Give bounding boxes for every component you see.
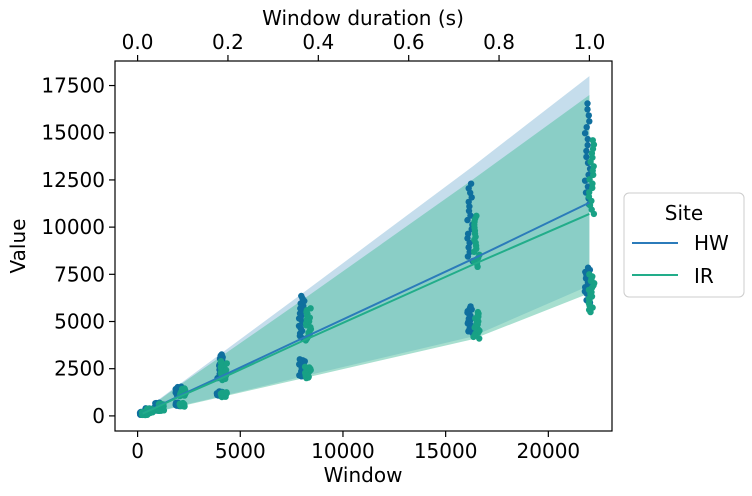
point-ir: [586, 176, 593, 183]
point-hw: [581, 130, 589, 137]
legend-label-hw: HW: [694, 231, 729, 255]
y-tick-label: 0: [92, 404, 105, 428]
x-tick-label: 15000: [414, 439, 478, 463]
x-tick-label: 10000: [311, 439, 375, 463]
top-tick-label: 0.4: [302, 30, 334, 54]
line-ir: [142, 212, 590, 415]
top-tick-label: 0.0: [122, 30, 154, 54]
y-axis-ticks: 0 2500 5000 7500 10000 12500 15000 17500: [41, 74, 115, 428]
top-axis-ticks: 0.0 0.2 0.4 0.6 0.8 1.0: [122, 30, 606, 61]
x-tick-label: 0: [131, 439, 144, 463]
point-hw: [298, 292, 305, 300]
point-hw: [583, 147, 590, 155]
point-ir: [179, 399, 187, 407]
point-hw: [584, 100, 591, 107]
x-axis-title: Window: [324, 463, 403, 487]
point-ir: [473, 212, 480, 219]
point-hw: [583, 153, 590, 161]
point-ir: [181, 385, 188, 392]
point-hw: [464, 230, 472, 237]
y-tick-label: 5000: [54, 310, 105, 334]
y-tick-label: 17500: [41, 74, 105, 98]
point-ir: [307, 305, 314, 312]
y-tick-label: 2500: [54, 357, 105, 381]
point-ir: [223, 389, 230, 396]
top-axis-title: Window duration (s): [262, 6, 464, 30]
point-ir: [474, 308, 482, 316]
point-hw: [584, 141, 591, 149]
x-axis-ticks: 0 5000 10000 15000 20000: [131, 431, 580, 463]
y-tick-label: 10000: [41, 215, 105, 239]
point-hw: [584, 264, 592, 271]
top-tick-label: 0.8: [483, 30, 515, 54]
point-hw: [585, 112, 592, 119]
point-hw: [586, 118, 593, 125]
point-ir: [223, 360, 230, 367]
point-hw: [583, 124, 590, 131]
point-hw: [584, 106, 591, 113]
point-hw: [464, 216, 471, 224]
y-tick-label: 7500: [54, 262, 105, 286]
y-axis-title: Value: [6, 219, 30, 274]
legend-title: Site: [665, 201, 703, 225]
point-ir: [589, 137, 596, 144]
legend-box: [623, 192, 745, 298]
top-tick-label: 1.0: [574, 30, 606, 54]
series-lines: [142, 201, 590, 415]
point-hw: [584, 135, 591, 143]
plot-frame: [114, 60, 613, 432]
point-ir: [586, 271, 593, 278]
point-hw: [467, 303, 474, 310]
x-tick-label: 20000: [517, 439, 581, 463]
point-hw: [295, 322, 303, 330]
legend: Site HW IR: [623, 192, 745, 298]
y-tick-label: 15000: [41, 121, 105, 145]
point-ir: [301, 363, 309, 370]
point-hw: [467, 180, 475, 187]
top-tick-label: 0.2: [212, 30, 244, 54]
point-hw: [296, 356, 303, 363]
legend-label-ir: IR: [694, 264, 714, 288]
top-tick-label: 0.6: [393, 30, 425, 54]
x-tick-label: 5000: [215, 439, 266, 463]
point-hw: [218, 351, 225, 358]
point-ir: [217, 358, 225, 365]
point-hw: [465, 198, 472, 206]
confidence-bands: [142, 76, 590, 415]
y-tick-label: 12500: [41, 168, 105, 192]
